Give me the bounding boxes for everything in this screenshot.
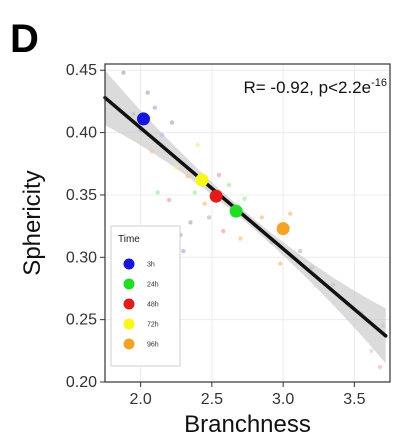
y-axis-ticks: 0.20 0.25 0.30 0.35 0.40 0.45 (66, 62, 105, 391)
legend-title: Time (118, 234, 140, 245)
raw-point (159, 132, 165, 138)
raw-point (149, 149, 155, 154)
raw-point (181, 248, 186, 254)
x-axis-title: Branchness (184, 411, 311, 438)
raw-point (174, 165, 179, 170)
legend-box (110, 225, 181, 367)
correlation-annotation: R= -0.92, p<2.2e-16 (244, 77, 388, 97)
raw-point (380, 323, 386, 329)
raw-point (192, 190, 197, 195)
mean-point-48h (209, 189, 223, 203)
raw-point (238, 236, 243, 241)
mean-point-72h (195, 173, 209, 187)
raw-point (330, 282, 336, 287)
legend-swatch-3h (123, 258, 135, 270)
legend-swatch-24h (123, 278, 135, 290)
x-axis-ticks: 2.0 2.5 3.0 3.5 (130, 382, 366, 408)
legend-swatch-48h (123, 298, 135, 310)
raw-point (309, 265, 314, 270)
raw-point (155, 190, 160, 195)
raw-point (278, 261, 283, 266)
legend-swatch-72h (123, 318, 135, 330)
legend-entries: 3h 24h 48h 72h 96h (123, 258, 159, 350)
x-tick-label: 2.5 (201, 391, 223, 408)
x-tick-label: 3.5 (343, 391, 365, 408)
panel-letter: D (10, 17, 39, 61)
legend-label: 3h (147, 262, 155, 269)
legend: Time 3h 24h 48h 72h 96h (110, 225, 181, 367)
raw-point (298, 248, 303, 254)
y-tick-label: 0.40 (66, 125, 97, 142)
correlation-text: R= -0.92, p<2.2e (244, 78, 372, 97)
raw-point (259, 215, 264, 220)
y-tick-label: 0.30 (66, 249, 97, 266)
y-tick-label: 0.35 (66, 187, 97, 204)
raw-point (369, 348, 374, 354)
raw-point (242, 196, 247, 201)
y-tick-label: 0.25 (66, 312, 97, 329)
legend-swatch-96h (123, 338, 135, 350)
x-tick-label: 3.0 (272, 391, 294, 408)
raw-point (121, 70, 126, 75)
legend-label: 72h (147, 322, 159, 329)
regression-line (103, 95, 388, 338)
raw-point (226, 182, 232, 188)
correlation-exponent: -16 (371, 77, 387, 89)
raw-point (152, 105, 158, 110)
y-tick-label: 0.20 (66, 374, 97, 391)
raw-point (216, 172, 222, 178)
raw-point (202, 201, 207, 206)
raw-point (131, 111, 136, 117)
raw-point (185, 174, 190, 179)
raw-point (221, 228, 226, 234)
raw-point (288, 211, 293, 216)
mean-point-24h (229, 204, 243, 218)
plot-border (104, 63, 391, 383)
legend-label: 96h (147, 342, 159, 349)
legend-label: 24h (147, 282, 159, 289)
group-mean-points (136, 112, 290, 236)
y-tick-label: 0.45 (66, 62, 97, 79)
raw-point (188, 220, 193, 225)
raw-point (169, 120, 175, 125)
raw-point (166, 197, 172, 203)
y-axis-title: Sphericity (19, 170, 46, 275)
raw-point (145, 90, 150, 95)
raw-point (206, 215, 212, 220)
raw-point (195, 142, 200, 148)
x-tick-label: 2.0 (130, 391, 152, 408)
raw-point (377, 364, 383, 370)
mean-point-96h (276, 222, 290, 236)
legend-label: 48h (147, 302, 159, 309)
mean-point-3h (136, 112, 150, 126)
